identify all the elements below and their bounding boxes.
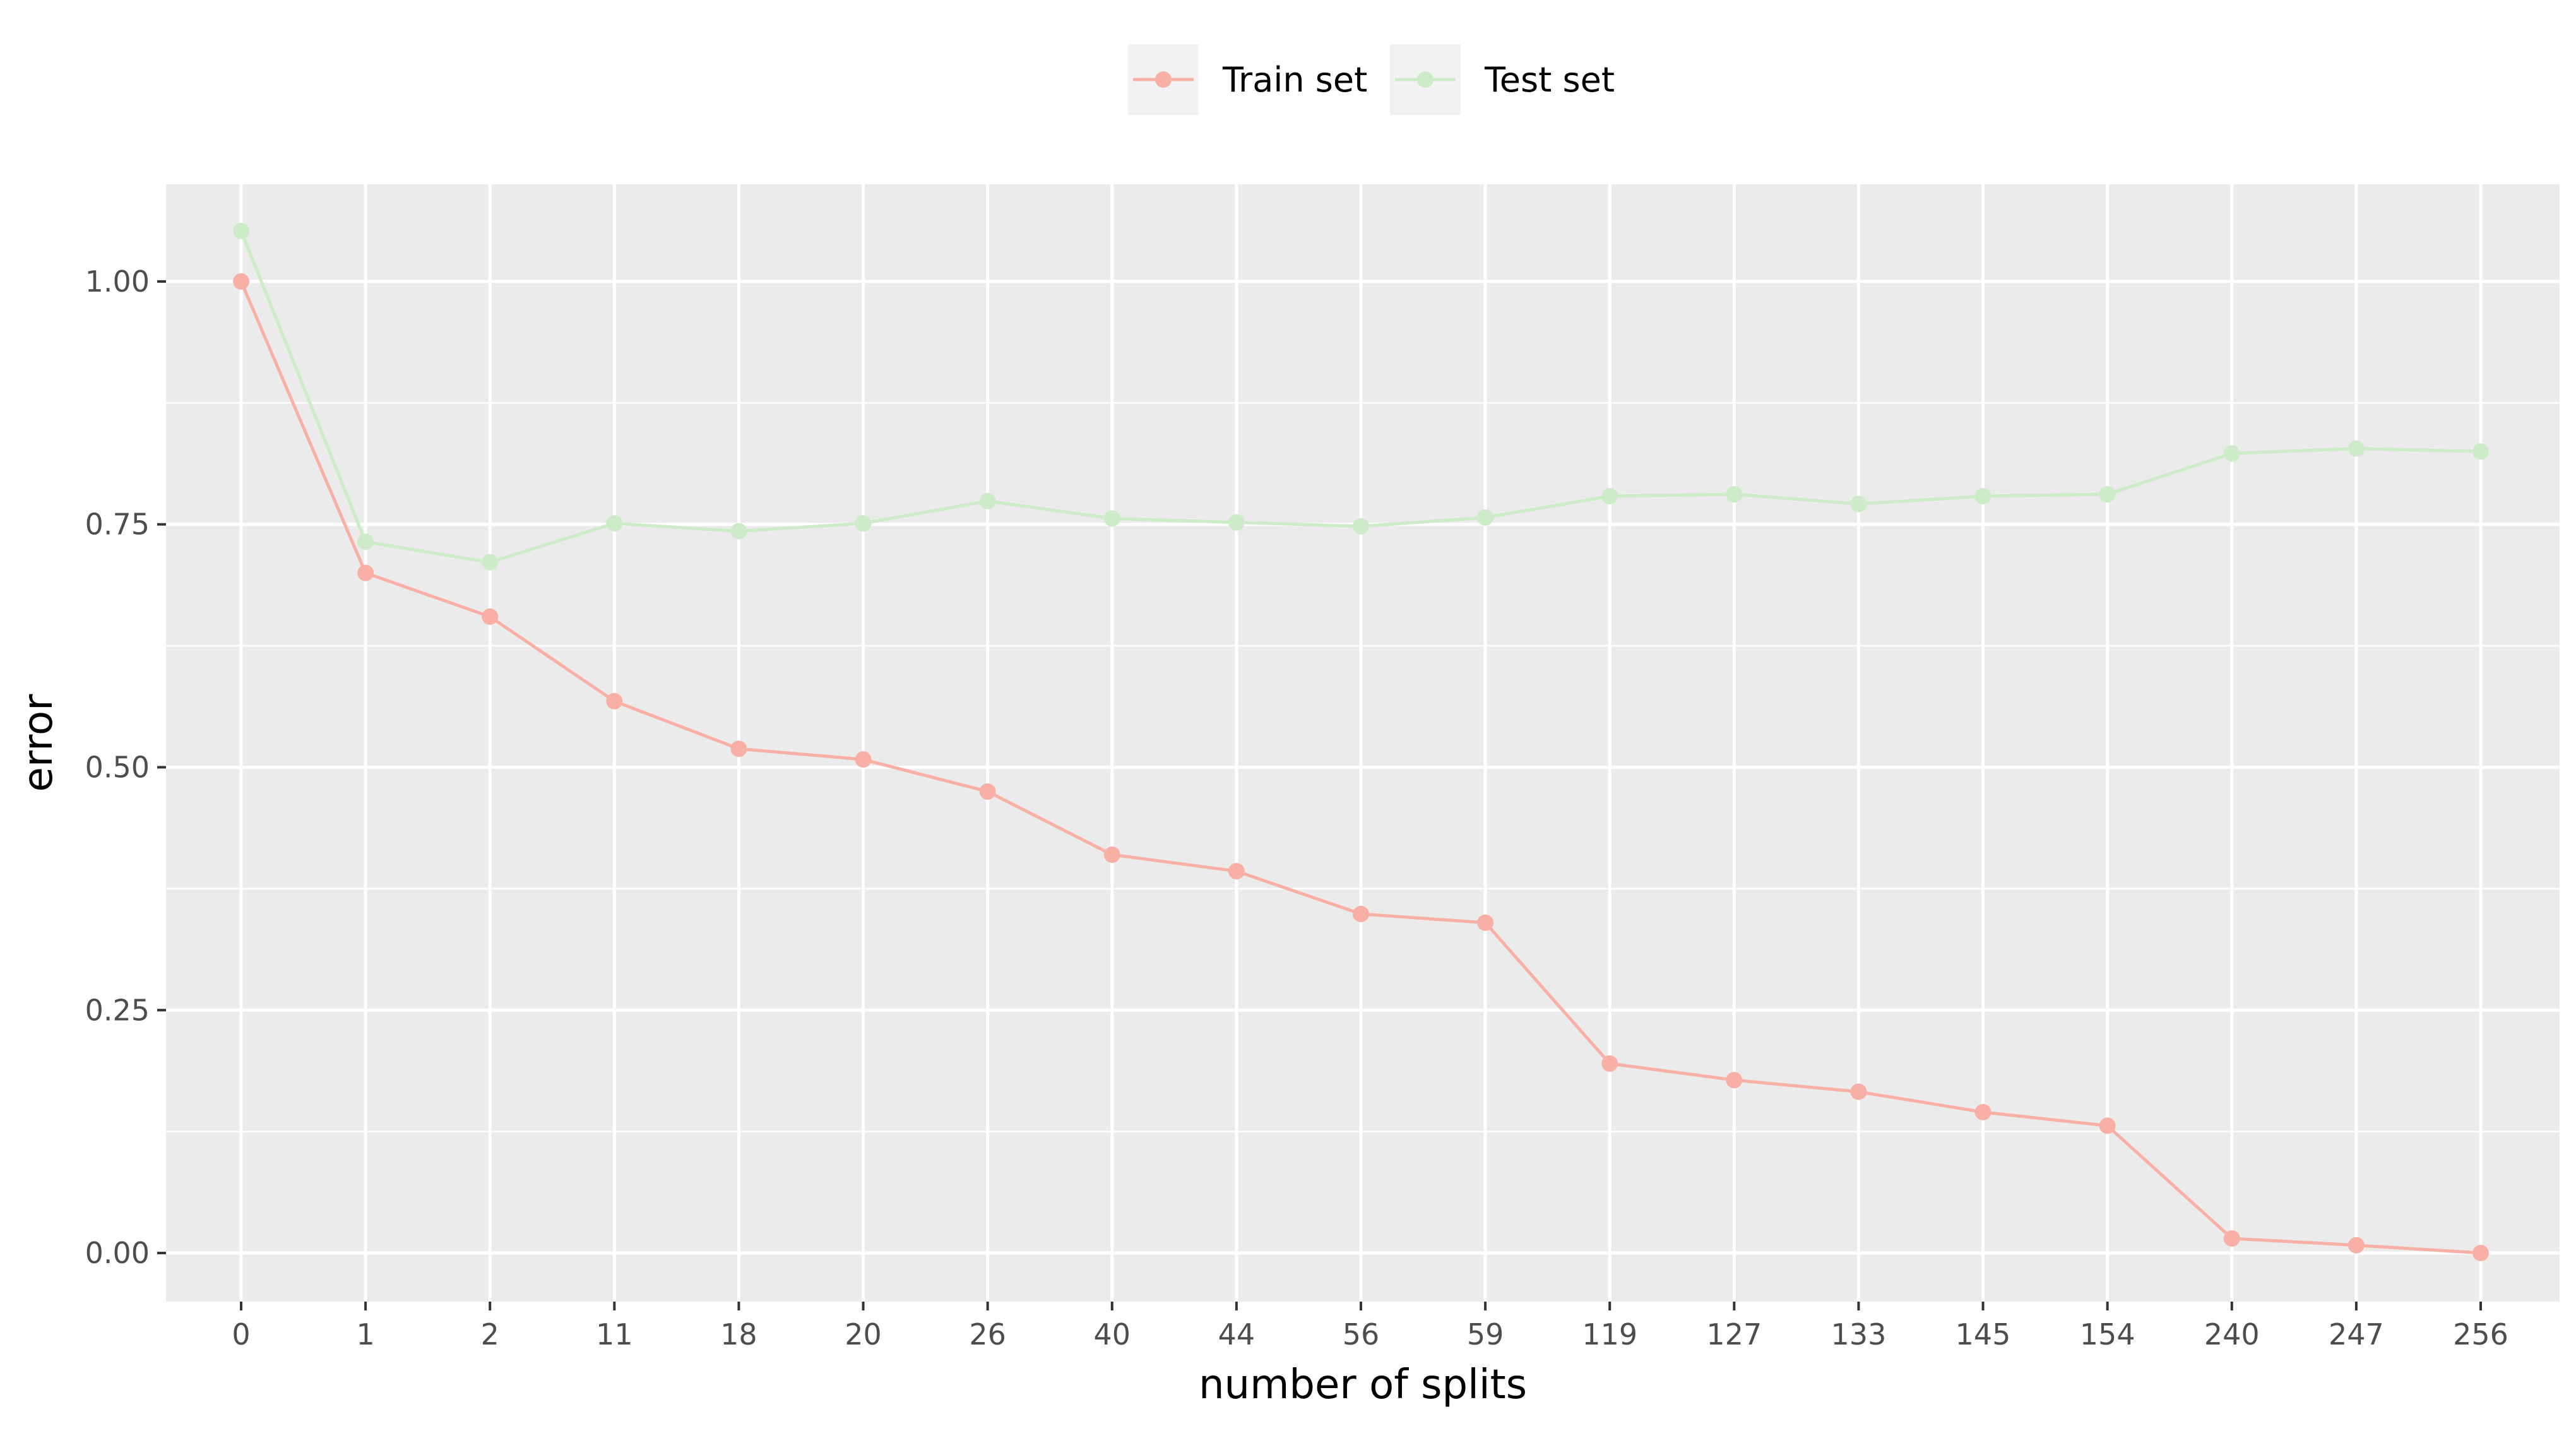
x-tick-label: 0 xyxy=(232,1317,250,1351)
series-points xyxy=(233,222,2489,1262)
train-set-point xyxy=(2099,1117,2116,1134)
train-set-point xyxy=(233,273,249,290)
train-set-point xyxy=(1726,1072,1743,1089)
train-set-point xyxy=(357,564,374,581)
test-set-point xyxy=(233,222,249,239)
test-set-point xyxy=(1726,485,1743,502)
x-tick-label: 256 xyxy=(2453,1317,2508,1351)
x-tick-label: 59 xyxy=(1467,1317,1504,1351)
test-set-point xyxy=(357,533,374,550)
y-tick-label: 0.25 xyxy=(85,993,150,1027)
test-set-point xyxy=(1103,510,1120,527)
test-set-point xyxy=(2472,443,2489,460)
train-set-point xyxy=(2347,1237,2365,1254)
legend-key-point xyxy=(1155,71,1172,88)
x-axis: 0 1 2 11 18 20 26 40 44 56 59 119 127 133 145 154 240 247… xyxy=(232,1302,2508,1351)
train-set-point xyxy=(1228,863,1245,880)
train-set-point xyxy=(1477,914,1494,931)
test-set-point xyxy=(1850,496,1867,513)
plot-panel xyxy=(166,184,2560,1302)
train-set-point xyxy=(979,783,996,800)
x-tick-label: 240 xyxy=(2204,1317,2260,1351)
train-set-point xyxy=(1974,1103,1991,1120)
test-set-point xyxy=(1974,488,1991,505)
test-set-point xyxy=(1477,509,1494,526)
x-tick-label: 247 xyxy=(2329,1317,2384,1351)
train-set-point xyxy=(2472,1245,2489,1262)
test-set-point xyxy=(1228,514,1245,531)
x-tick-label: 11 xyxy=(596,1317,633,1351)
x-tick-label: 154 xyxy=(2080,1317,2135,1351)
test-set-point xyxy=(979,492,996,509)
x-tick-label: 2 xyxy=(481,1317,499,1351)
train-set-point xyxy=(730,740,747,757)
legend-label: Test set xyxy=(1484,60,1615,100)
x-tick-label: 119 xyxy=(1582,1317,1637,1351)
test-set-point xyxy=(1601,488,1618,505)
test-set-point xyxy=(2347,440,2365,457)
test-set-point xyxy=(2223,445,2240,462)
y-tick-label: 0.50 xyxy=(85,750,150,784)
train-set-point xyxy=(855,751,872,768)
test-set-point xyxy=(606,515,623,532)
y-axis-title: error xyxy=(15,694,62,792)
x-axis-title: number of splits xyxy=(1199,1362,1527,1408)
y-axis: 0.00 0.25 0.50 0.75 1.00 xyxy=(85,264,166,1270)
legend: Train set Test set xyxy=(1128,44,1615,115)
test-set-point xyxy=(482,554,499,571)
x-tick-label: 44 xyxy=(1218,1317,1255,1351)
legend-key-point xyxy=(1417,71,1433,88)
x-tick-label: 40 xyxy=(1094,1317,1131,1351)
test-set-point xyxy=(1353,518,1369,535)
legend-label: Train set xyxy=(1222,60,1367,100)
x-tick-label: 20 xyxy=(845,1317,882,1351)
train-set-point xyxy=(482,608,499,625)
x-tick-label: 127 xyxy=(1706,1317,1762,1351)
test-set-point xyxy=(855,515,872,532)
train-set-point xyxy=(1103,846,1120,863)
x-tick-label: 133 xyxy=(1831,1317,1887,1351)
train-set-point xyxy=(606,692,623,710)
train-set-point xyxy=(2223,1230,2240,1247)
train-set-point xyxy=(1353,905,1369,922)
y-tick-label: 0.00 xyxy=(85,1236,150,1270)
test-set-point xyxy=(730,523,747,540)
test-set-point xyxy=(2099,485,2116,502)
legend-item-train-set: Train set xyxy=(1128,44,1367,115)
y-tick-label: 1.00 xyxy=(85,264,150,299)
minor-gridlines xyxy=(166,402,2560,1132)
x-tick-label: 56 xyxy=(1343,1317,1380,1351)
x-tick-label: 26 xyxy=(969,1317,1006,1351)
x-tick-label: 145 xyxy=(1956,1317,2011,1351)
x-tick-label: 1 xyxy=(356,1317,374,1351)
train-set-point xyxy=(1601,1055,1618,1072)
y-tick-label: 0.75 xyxy=(85,508,150,542)
x-tick-label: 18 xyxy=(720,1317,757,1351)
train-set-point xyxy=(1850,1083,1867,1100)
legend-item-test-set: Test set xyxy=(1390,44,1615,115)
